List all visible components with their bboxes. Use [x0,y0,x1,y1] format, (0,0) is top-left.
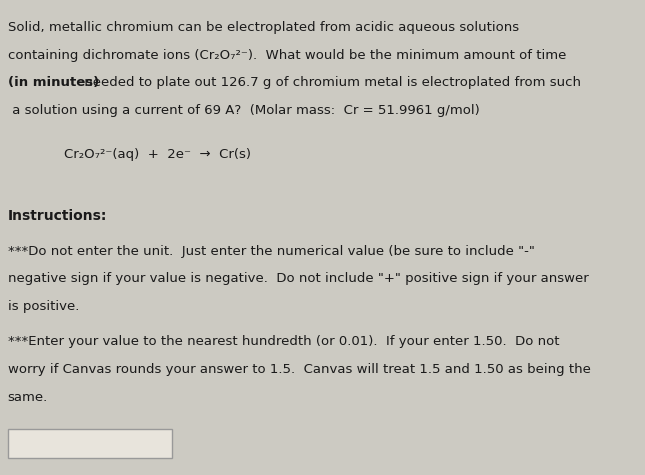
Text: a solution using a current of 69 A?  (Molar mass:  Cr = 51.9961 g/mol): a solution using a current of 69 A? (Mol… [8,104,479,117]
Text: worry if Canvas rounds your answer to 1.5.  Canvas will treat 1.5 and 1.50 as be: worry if Canvas rounds your answer to 1.… [8,363,591,376]
Text: ***Do not enter the unit.  Just enter the numerical value (be sure to include "-: ***Do not enter the unit. Just enter the… [8,245,535,257]
Text: same.: same. [8,390,48,404]
Text: needed to plate out 126.7 g of chromium metal is electroplated from such: needed to plate out 126.7 g of chromium … [80,76,581,89]
Text: ***Enter your value to the nearest hundredth (or 0.01).  If your enter 1.50.  Do: ***Enter your value to the nearest hundr… [8,335,559,349]
Text: (in minutes): (in minutes) [8,76,99,89]
Text: negative sign if your value is negative.  Do not include "+" positive sign if yo: negative sign if your value is negative.… [8,272,588,285]
Text: containing dichromate ions (Cr₂O₇²⁻).  What would be the minimum amount of time: containing dichromate ions (Cr₂O₇²⁻). Wh… [8,49,566,62]
Text: Solid, metallic chromium can be electroplated from acidic aqueous solutions: Solid, metallic chromium can be electrop… [8,21,519,34]
Text: Cr₂O₇²⁻(aq)  +  2e⁻  →  Cr(s): Cr₂O₇²⁻(aq) + 2e⁻ → Cr(s) [64,148,252,161]
Text: is positive.: is positive. [8,300,79,313]
Text: Instructions:: Instructions: [8,209,107,223]
